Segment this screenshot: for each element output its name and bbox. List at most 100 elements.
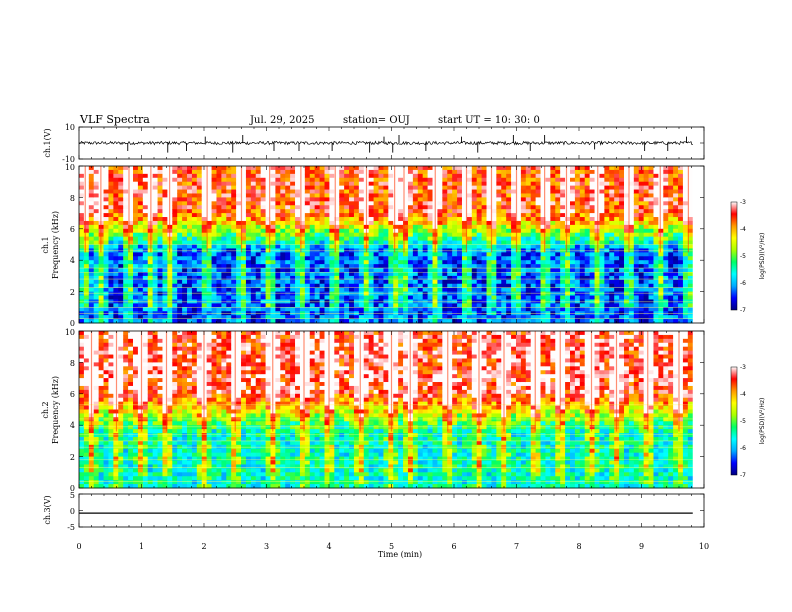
ch1-spec-cell	[167, 283, 173, 289]
ch1-spec-cell	[226, 177, 232, 183]
ch1-spec-cell	[619, 244, 625, 249]
ch1-spec-cell	[422, 169, 429, 175]
ch1-spec-cell	[152, 283, 159, 289]
ch1-spec-cell	[658, 256, 664, 261]
ch1-spec-cell	[555, 173, 561, 179]
ch1-spec-cell	[339, 213, 345, 218]
ch1-spec-cell	[545, 169, 551, 175]
ch1-spec-cell	[506, 275, 512, 281]
ch1-spec-cell	[658, 166, 664, 171]
ch1-spec-cell	[187, 169, 193, 175]
ch1-spec-cell	[255, 268, 262, 273]
ch1-spec-cell	[520, 181, 527, 187]
ch1-spec-cell	[486, 220, 492, 226]
ch1-spec-cell	[648, 252, 654, 257]
ch1-spec-cell	[437, 201, 443, 206]
ch1-spec-cell	[525, 268, 532, 273]
ch1-spec-cell	[201, 166, 208, 171]
ch1-spec-cell	[643, 303, 650, 308]
ch1-spec-cell	[113, 201, 119, 206]
ch1-spec-cell	[349, 181, 355, 187]
ch1-spec-cell	[152, 185, 159, 191]
ch1-spec-cell	[476, 236, 483, 242]
ch1-spec-cell	[123, 189, 129, 194]
ch1-spec-cell	[236, 169, 242, 175]
ch1-spec-cell	[123, 252, 129, 257]
ch1-spec-cell	[663, 224, 669, 230]
ch1-spec-cell	[93, 181, 100, 187]
ch1-spec-cell	[511, 307, 517, 312]
ch1-spec-cell	[648, 205, 654, 210]
ch1-spec-cell	[304, 283, 311, 289]
ch1-spec-cell	[565, 177, 571, 183]
ch1-spec-cell	[501, 240, 507, 245]
ch1-spec-cell	[530, 228, 537, 234]
ch1-spec-cell	[638, 303, 645, 308]
ch1-spec-cell	[83, 169, 90, 175]
ch1-spec-cell	[501, 275, 507, 281]
ch1-spec-cell	[329, 264, 335, 269]
ch1-spec-cell	[668, 177, 674, 183]
ch1-spec-cell	[378, 189, 384, 194]
ch1-spec-cell	[231, 189, 237, 194]
ch1-spec-cell	[201, 193, 208, 198]
ch1-spec-cell	[128, 315, 134, 320]
ch1-spec-cell	[211, 315, 217, 320]
ch1-spec-cell	[113, 279, 119, 285]
ch1-spec-cell	[628, 224, 635, 230]
ch1-spec-cell	[196, 268, 203, 273]
ch1-spec-cell	[471, 307, 478, 312]
ch1-spec-cell	[373, 303, 380, 308]
ch1-spec-cell	[255, 209, 262, 214]
ch1-spec-cell	[643, 220, 650, 226]
ch1-spec-cell	[142, 185, 149, 191]
ch1-spec-cell	[496, 166, 502, 171]
ch1-spec-cell	[560, 264, 566, 269]
ch1-spec-cell	[334, 240, 340, 245]
ch1-spec-cell	[93, 283, 100, 289]
ch1-spec-cell	[511, 224, 517, 230]
ch1-spec-cell	[83, 232, 90, 238]
ch1-spec-cell	[299, 303, 306, 308]
ch1-spec-cell	[142, 213, 149, 218]
ch1-spec-cell	[319, 166, 325, 171]
ch1-spec-cell	[196, 193, 203, 198]
ch1-spec-cell	[187, 236, 193, 242]
ch1-spec-cell	[638, 189, 645, 194]
ch1-spec-cell	[545, 205, 551, 210]
ch1-spec-cell	[560, 169, 566, 175]
ch1-spec-cell	[574, 169, 581, 175]
ch1-spec-cell	[481, 319, 488, 324]
ch1-spec-cell	[574, 271, 581, 277]
ch1-spec-cell	[339, 185, 345, 191]
ch1-spec-cell	[398, 303, 404, 308]
ch1-spec-cell	[152, 295, 159, 300]
ch1-spec-cell	[142, 201, 149, 206]
ch1-spec-cell	[599, 252, 605, 257]
ch1-spec-cell	[648, 197, 654, 202]
ch1-spec-cell	[280, 224, 286, 230]
ch1-spec-cell	[265, 319, 271, 324]
ch1-spec-cell	[221, 166, 227, 171]
ch1-spec-cell	[162, 260, 168, 265]
ch1-spec-cell	[187, 271, 193, 277]
ch1-spec-cell	[427, 283, 434, 289]
ch1-spec-cell	[196, 315, 203, 320]
ch1-spec-cell	[422, 220, 429, 226]
ch1-spec-cell	[245, 228, 252, 234]
ch1-spec-cell	[108, 169, 114, 175]
ch1-spec-cell	[319, 189, 325, 194]
ch1-spec-cell	[299, 217, 306, 222]
ch1-spec-cell	[280, 244, 286, 249]
ch1-spec-cell	[113, 244, 119, 249]
ch1-spec-cell	[290, 169, 296, 175]
ch1-spec-cell	[653, 201, 659, 206]
ch1-spec-cell	[668, 189, 674, 194]
ch1-spec-cell	[373, 236, 380, 242]
ch1-spec-cell	[398, 193, 404, 198]
ch1-spec-cell	[231, 224, 237, 230]
ch1-spec-cell	[398, 256, 404, 261]
ch1-spec-cell	[668, 319, 674, 324]
ch1-spec-cell	[309, 173, 316, 179]
ch1-spec-cell	[624, 264, 630, 269]
